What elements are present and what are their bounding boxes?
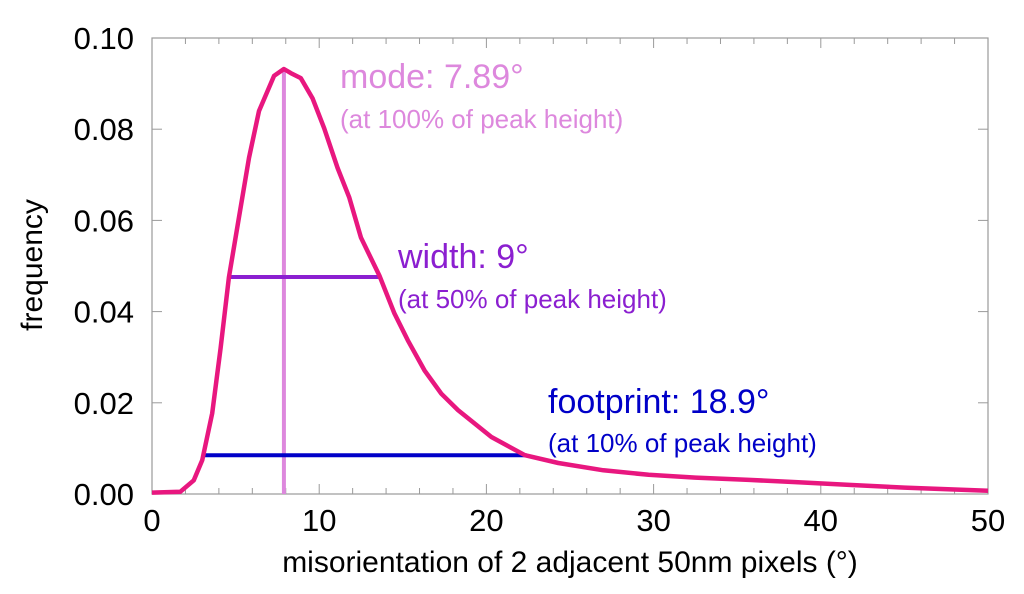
x-tick-label: 30 bbox=[636, 503, 670, 538]
y-tick-label: 0.06 bbox=[74, 203, 134, 238]
y-axis-label: frequency bbox=[16, 199, 49, 331]
x-tick-label: 20 bbox=[469, 503, 503, 538]
y-tick-label: 0.10 bbox=[74, 21, 134, 56]
y-tick-label: 0.08 bbox=[74, 112, 134, 147]
y-tick-labels: 0.00 0.02 0.04 0.06 0.08 0.10 bbox=[74, 21, 134, 512]
mode-annotation-note: (at 100% of peak height) bbox=[340, 104, 623, 134]
series-line-frequency bbox=[151, 66, 989, 495]
y-tick-label: 0.04 bbox=[74, 295, 134, 330]
x-axis-label: misorientation of 2 adjacent 50nm pixels… bbox=[282, 546, 858, 579]
marker-lines bbox=[203, 69, 527, 494]
y-tick-label: 0.00 bbox=[74, 477, 134, 512]
footprint-annotation-title: footprint: 18.9° bbox=[548, 383, 770, 421]
plot-frame bbox=[151, 37, 989, 495]
axis-ticks bbox=[151, 37, 989, 495]
y-tick-label: 0.02 bbox=[74, 386, 134, 421]
x-tick-label: 10 bbox=[302, 503, 336, 538]
width-annotation-title: width: 9° bbox=[397, 238, 529, 276]
x-tick-label: 40 bbox=[804, 503, 838, 538]
width-annotation-note: (at 50% of peak height) bbox=[398, 284, 667, 314]
x-tick-labels: 0 10 20 30 40 50 bbox=[143, 503, 1005, 538]
mode-annotation-title: mode: 7.89° bbox=[340, 58, 524, 96]
x-tick-label: 50 bbox=[971, 503, 1005, 538]
footprint-annotation-note: (at 10% of peak height) bbox=[548, 428, 817, 458]
x-tick-label: 0 bbox=[143, 503, 160, 538]
